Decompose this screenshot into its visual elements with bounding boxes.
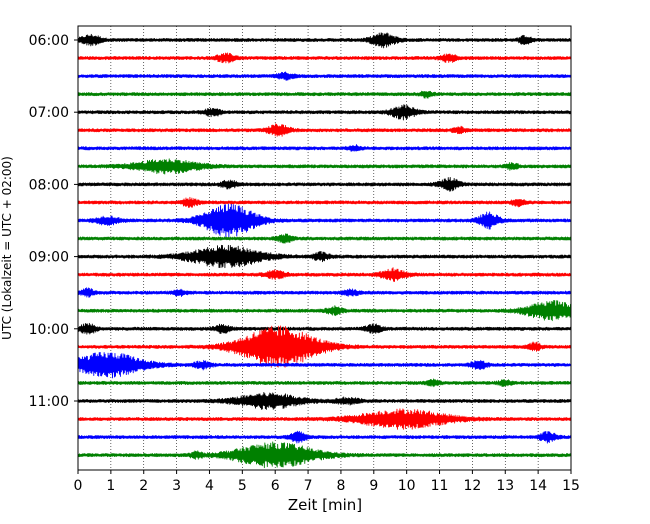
trace-row-0830: [77, 203, 572, 238]
trace-row-0630: [77, 71, 572, 81]
y-tick-label: 10:00: [29, 322, 69, 338]
y-tick-label: 07:00: [29, 105, 69, 121]
plot-frame: [77, 25, 572, 471]
x-tick-label: 6: [271, 478, 280, 494]
x-tick-label: 7: [304, 478, 313, 494]
trace-row-0845: [77, 233, 572, 244]
trace-row-0930: [77, 287, 572, 298]
x-tick-label: 1: [106, 478, 115, 494]
trace-row-0615: [77, 52, 572, 64]
trace-row-1015: [77, 325, 572, 368]
trace-row-1115: [77, 408, 572, 430]
y-tick-label: 08:00: [29, 177, 69, 193]
x-tick-label: 14: [529, 478, 547, 494]
y-tick-label: 11:00: [29, 394, 69, 410]
trace-row-0730: [77, 144, 572, 152]
x-tick-label: 5: [238, 478, 247, 494]
trace-layer: [77, 32, 572, 469]
trace-row-1130: [77, 430, 572, 444]
trace-row-1100: [77, 391, 572, 410]
x-tick-label: 12: [463, 478, 481, 494]
x-axis-label: Zeit [min]: [288, 496, 362, 514]
trace-row-0800: [77, 177, 572, 192]
trace-row-0945: [77, 299, 572, 322]
y-tick-label: 06:00: [29, 33, 69, 49]
x-tick-label: 15: [562, 478, 580, 494]
trace-row-1030: [77, 352, 572, 379]
x-tick-label: 13: [496, 478, 514, 494]
y-axis-label: UTC (Lokalzeit = UTC + 02:00): [0, 156, 14, 340]
trace-row-0900: [77, 244, 572, 269]
trace-row-0815: [77, 196, 572, 208]
x-tick-label: 10: [398, 478, 416, 494]
trace-row-0600: [77, 32, 572, 49]
trace-row-0745: [77, 158, 572, 175]
x-tick-label: 0: [74, 478, 83, 494]
trace-row-0915: [77, 267, 572, 282]
trace-row-0715: [77, 123, 572, 137]
y-tick-label: 09:00: [29, 250, 69, 266]
x-tick-label: 2: [139, 478, 148, 494]
x-tick-label: 3: [172, 478, 181, 494]
x-tick-label: 4: [205, 478, 214, 494]
trace-row-1145: [77, 441, 572, 469]
x-tick-label: 9: [369, 478, 378, 494]
trace-row-0700: [77, 104, 572, 121]
x-tick-label: 11: [431, 478, 449, 494]
x-tick-label: 8: [336, 478, 345, 494]
trace-row-1000: [77, 322, 572, 335]
trace-row-1045: [77, 378, 572, 388]
axes-layer: 0 1 2 3 4 5 6 7 8 9 10 11 12 13 14 1506:0007:0008:0009:…: [29, 25, 580, 494]
trace-row-0645: [77, 90, 572, 99]
